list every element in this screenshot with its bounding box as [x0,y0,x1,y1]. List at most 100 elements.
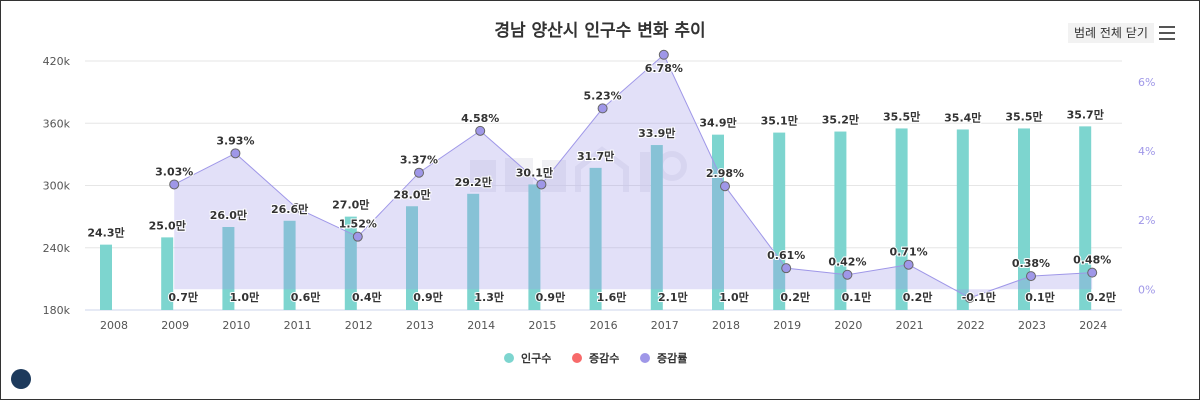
left-axis-tick: 360k [43,117,71,130]
rate-point [230,148,241,159]
rate-label: 3.93% [216,134,254,147]
change-label: 1.0만 [230,290,260,304]
watermark-shape [470,160,496,192]
population-bar [1079,126,1092,310]
population-label: 34.9만 [699,116,736,130]
population-label: 25.0만 [149,218,186,232]
change-label: 0.9만 [413,290,443,304]
rate-label: 0.61% [767,249,805,262]
population-label: 27.0만 [332,198,369,212]
change-label: 0.7만 [168,290,198,304]
watermark-shape [640,152,650,192]
change-label: 0.9만 [536,290,566,304]
population-bar [650,145,663,310]
population-bar [1018,128,1030,310]
legend-marker [640,353,650,363]
population-bar [956,129,969,310]
change-label: 0.4만 [352,290,382,304]
x-axis-tick: 2013 [406,319,434,332]
x-axis-tick: 2011 [284,319,312,332]
rate-line [173,53,1093,299]
legend-toggle-button[interactable]: 범례 전체 닫기 [1068,23,1154,43]
x-axis-tick: 2009 [161,319,189,332]
rate-label: 2.98% [706,167,744,180]
population-bar [283,220,296,310]
change-label: 0.2만 [780,290,810,304]
population-label: 35.4만 [944,110,981,124]
population-bar [406,206,418,310]
rate-point [1087,267,1098,278]
change-label: 1.0만 [719,290,749,304]
right-axis-tick: 4% [1138,145,1155,158]
rate-point [720,181,730,192]
rate-label: 0.38% [1012,257,1050,270]
legend-marker [504,353,514,363]
population-label: 35.1만 [761,114,798,128]
population-label: 35.5만 [1005,109,1042,123]
population-bar [344,216,357,310]
population-bar [222,227,235,310]
rate-label: 3.03% [155,165,193,178]
change-label: 0.2만 [1086,290,1116,304]
rate-label: 0.71% [890,246,928,259]
change-label: -0.1만 [962,290,996,304]
left-axis-tick: 240k [43,242,71,255]
population-label: 28.0만 [393,187,430,201]
population-bar [589,167,602,310]
x-axis-tick: 2008 [100,319,128,332]
legend-item: 증감률 [657,351,687,365]
x-axis-tick: 2019 [773,319,801,332]
population-bar [161,237,174,310]
left-axis-tick: 180k [43,304,71,317]
left-axis-tick: 300k [43,180,71,193]
rate-point [964,292,975,303]
population-label: 26.6만 [271,202,308,216]
change-label: 1.6만 [597,290,627,304]
right-axis-tick: 6% [1138,76,1155,89]
change-label: 0.1만 [1025,290,1055,304]
x-axis-tick: 2023 [1018,319,1046,332]
left-axis-tick: 420k [43,55,71,68]
rate-point [475,125,486,136]
hamburger-menu-icon[interactable] [1159,26,1175,40]
x-axis-tick: 2024 [1079,319,1107,332]
population-label: 29.2만 [455,175,492,189]
rate-point [781,263,792,274]
legend-item: 증감수 [589,351,619,365]
change-label: 2.1만 [658,290,688,304]
rate-label: 5.23% [584,89,622,102]
rate-label: 1.52% [339,218,377,231]
population-bar [528,184,541,310]
population-bar [834,131,847,310]
population-label: 35.2만 [822,113,859,127]
x-axis-tick: 2022 [957,319,985,332]
population-label: 35.7만 [1067,107,1104,121]
rate-label: 3.37% [400,154,438,167]
change-label: 0.2만 [903,290,933,304]
rate-point [352,231,363,242]
rate-label: 4.58% [461,112,499,125]
rate-point [1026,271,1036,282]
change-label: 1.3만 [474,290,504,304]
population-label: 24.3만 [87,226,124,240]
legend-item: 인구수 [521,351,551,365]
rate-label: 0.42% [828,256,866,269]
x-axis-tick: 2014 [467,319,495,332]
change-label: 0.6만 [291,290,321,304]
x-axis-tick: 2020 [834,319,862,332]
population-bar [100,244,112,310]
rate-point [169,179,180,190]
population-label: 31.7만 [577,149,614,163]
right-axis-tick: 0% [1138,283,1155,296]
population-label: 26.0만 [210,208,247,222]
site-logo-icon [11,369,31,389]
population-label: 35.5만 [883,109,920,123]
rate-label: 6.78% [645,62,683,75]
rate-point [414,167,424,178]
change-label: 0.1만 [842,290,872,304]
x-axis-tick: 2010 [222,319,250,332]
watermark-shape [505,158,533,192]
x-axis-tick: 2018 [712,319,740,332]
watermark-shape [575,146,629,192]
x-axis-tick: 2012 [345,319,373,332]
